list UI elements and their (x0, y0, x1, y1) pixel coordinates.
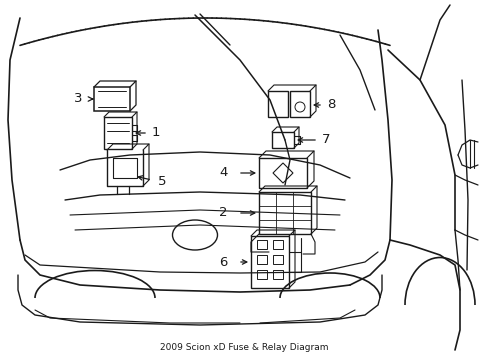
Text: 2: 2 (219, 207, 227, 220)
Bar (104, 117, 132, 149)
Bar (259, 192, 310, 234)
Text: 5: 5 (158, 175, 166, 189)
Text: 7: 7 (321, 134, 330, 147)
Text: 4: 4 (219, 166, 227, 180)
Bar (259, 158, 306, 188)
Text: 2009 Scion xD Fuse & Relay Diagram: 2009 Scion xD Fuse & Relay Diagram (160, 343, 327, 352)
Bar (267, 91, 287, 117)
Bar (94, 87, 130, 111)
Text: 1: 1 (152, 126, 160, 139)
Text: 3: 3 (73, 93, 82, 105)
Text: 8: 8 (326, 99, 335, 112)
Bar (257, 240, 266, 249)
Bar (257, 270, 266, 279)
Bar (257, 255, 266, 264)
Text: 6: 6 (219, 256, 227, 269)
Bar (272, 255, 283, 264)
Bar (289, 91, 309, 117)
Bar (272, 270, 283, 279)
Bar (250, 236, 288, 288)
Bar (272, 240, 283, 249)
Bar (271, 132, 293, 148)
